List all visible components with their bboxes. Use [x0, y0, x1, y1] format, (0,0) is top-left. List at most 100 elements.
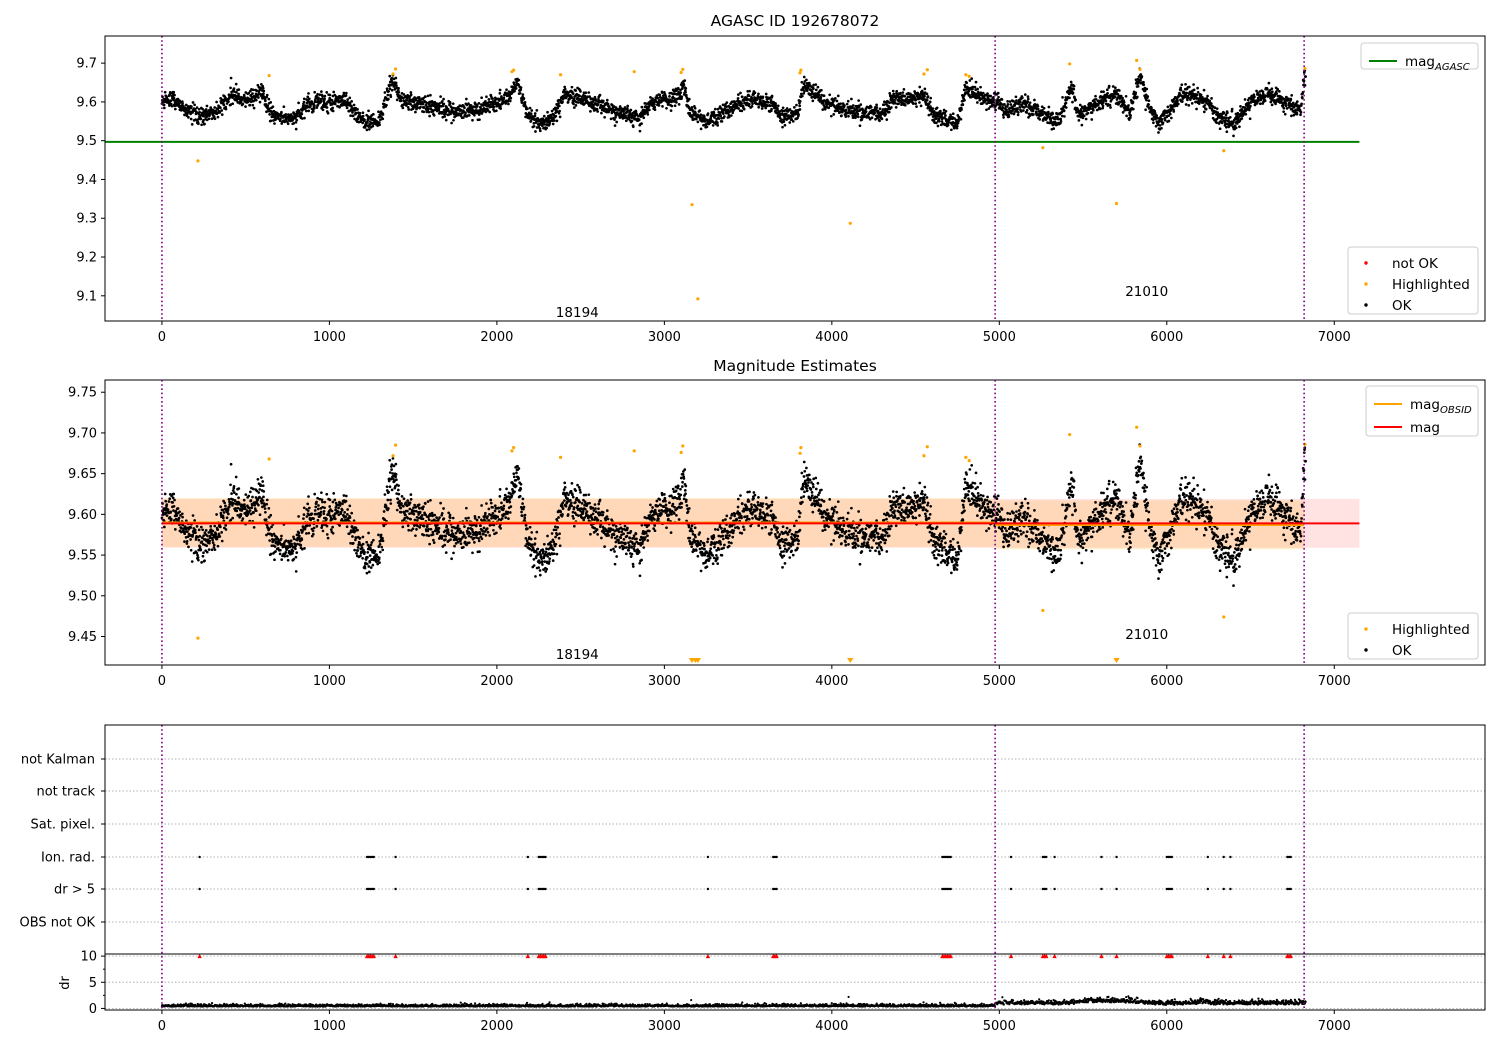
ok-point	[561, 100, 564, 104]
ok-point	[268, 527, 271, 531]
ok-point	[782, 120, 786, 124]
ok-point	[1267, 81, 1271, 85]
ok-point	[414, 99, 418, 102]
ok-point	[925, 92, 929, 96]
ok-point	[307, 495, 310, 498]
ok-point	[1142, 83, 1146, 87]
ok-point	[1063, 115, 1066, 118]
ok-point	[351, 111, 354, 114]
ok-point	[915, 105, 918, 108]
ok-point	[353, 117, 356, 121]
ok-point	[227, 512, 230, 516]
ok-point	[529, 119, 533, 123]
ok-point	[196, 553, 199, 557]
ok-point	[1151, 118, 1155, 122]
ok-point	[572, 102, 575, 106]
ok-point	[973, 85, 977, 89]
ok-point	[268, 539, 272, 542]
ok-point	[979, 85, 982, 89]
ok-point	[859, 103, 863, 106]
ok-point	[637, 118, 641, 122]
ok-point	[332, 492, 336, 495]
ok-point	[1263, 99, 1267, 103]
ok-point	[254, 509, 258, 513]
ok-point	[261, 499, 265, 502]
ok-point	[183, 540, 186, 544]
highlighted-point	[393, 67, 398, 71]
ok-point	[759, 99, 762, 103]
ok-point	[1022, 109, 1025, 112]
ok-point	[1248, 117, 1252, 121]
ok-point	[402, 93, 406, 96]
ok-point	[968, 79, 972, 82]
ok-point	[250, 506, 254, 510]
ok-point	[349, 114, 352, 118]
ok-point	[190, 105, 193, 108]
ok-point	[346, 98, 349, 101]
ok-point	[1295, 100, 1299, 103]
ok-point	[265, 93, 269, 97]
ok-point	[717, 110, 721, 114]
ok-point	[216, 115, 220, 119]
ok-point	[847, 114, 850, 118]
ok-point	[1068, 96, 1071, 100]
ok-point	[1077, 119, 1081, 122]
ok-point	[249, 499, 253, 502]
ok-point	[234, 507, 237, 510]
ok-point	[894, 106, 898, 109]
ok-point	[1023, 99, 1027, 103]
ok-point	[294, 570, 298, 573]
ok-point	[791, 119, 795, 123]
ok-point	[843, 104, 846, 107]
ok-point	[259, 484, 263, 488]
ok-point	[317, 96, 320, 100]
ok-point	[1283, 112, 1287, 116]
ok-point	[1084, 117, 1088, 121]
ok-point	[1006, 103, 1010, 106]
ok-point	[965, 81, 968, 85]
panel1-points-legend-marker	[1364, 303, 1368, 307]
ok-point	[957, 119, 960, 123]
ok-point	[500, 95, 503, 98]
ok-point	[169, 517, 173, 521]
ok-point	[381, 117, 385, 121]
ok-point	[1192, 83, 1195, 86]
ok-point	[247, 494, 251, 498]
ok-point	[200, 123, 203, 127]
ok-point	[198, 110, 202, 114]
ok-point	[215, 100, 218, 104]
ok-point	[173, 93, 176, 97]
ok-point	[1196, 90, 1200, 94]
ok-point	[976, 101, 979, 104]
ok-point	[232, 484, 236, 488]
ok-point	[232, 502, 235, 505]
ok-point	[424, 95, 427, 99]
ok-point	[944, 114, 947, 117]
ok-point	[705, 125, 709, 129]
ok-point	[300, 538, 304, 541]
ok-point	[260, 83, 263, 86]
ok-point	[315, 500, 318, 504]
ok-point	[242, 498, 246, 502]
ok-point	[878, 119, 881, 123]
ok-point	[254, 98, 258, 102]
ok-point	[286, 122, 290, 126]
ok-point	[1002, 116, 1005, 119]
ok-point	[1240, 117, 1244, 120]
ok-point	[310, 512, 314, 516]
ok-point	[232, 90, 236, 93]
ok-point	[292, 557, 296, 561]
ok-point	[1304, 75, 1307, 78]
ok-point	[919, 104, 923, 108]
ok-point	[264, 510, 267, 514]
ok-point	[322, 510, 326, 513]
ok-point	[1203, 104, 1207, 107]
ok-point	[669, 109, 673, 112]
ok-point	[864, 110, 868, 113]
panel1-xtick-label: 3000	[648, 330, 681, 345]
ok-point	[316, 92, 319, 96]
ok-point	[427, 107, 430, 111]
ok-point	[301, 529, 304, 533]
ok-point	[331, 525, 334, 529]
ok-point	[248, 509, 252, 512]
